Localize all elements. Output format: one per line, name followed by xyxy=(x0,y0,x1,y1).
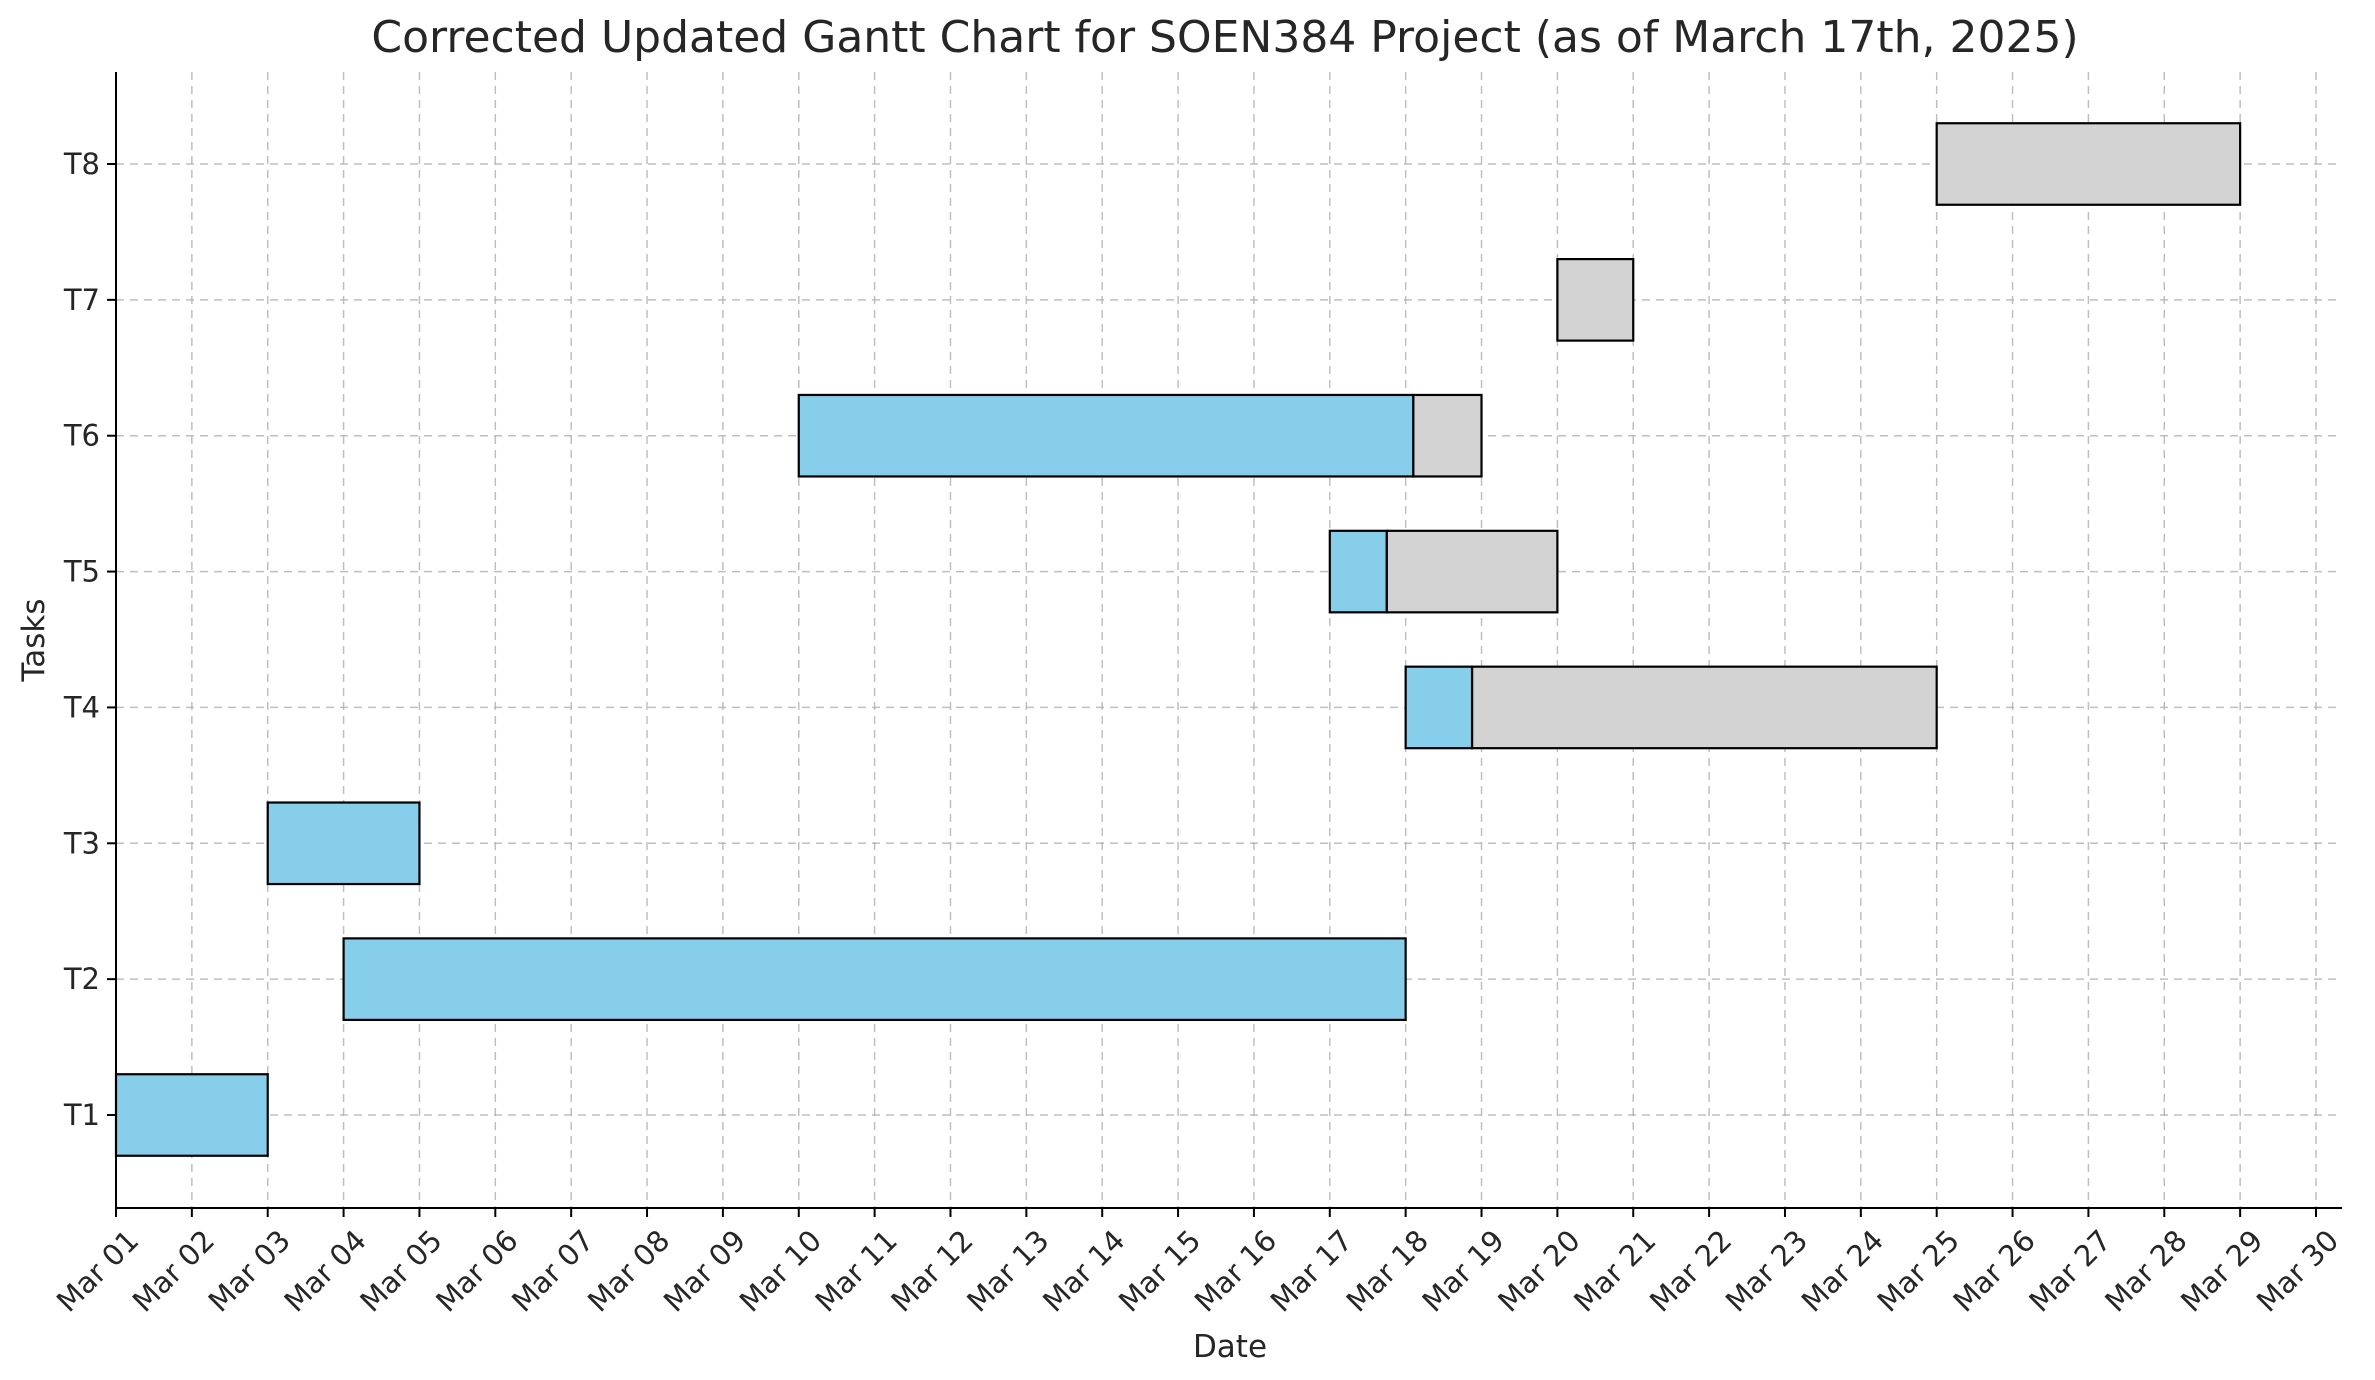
y-axis-label: Tasks xyxy=(16,598,52,682)
task-bar-remaining xyxy=(1385,529,1559,614)
task-bar-remaining xyxy=(1470,665,1938,750)
x-tick-label: Mar 29 xyxy=(2174,1223,2269,1318)
x-tick-label: Mar 15 xyxy=(1112,1223,1207,1318)
task-bar-remaining xyxy=(1556,258,1635,342)
x-tick-label: Mar 16 xyxy=(1188,1223,1283,1318)
x-tick-label: Mar 30 xyxy=(2250,1223,2345,1318)
x-tick-label: Mar 20 xyxy=(1491,1223,1586,1318)
x-tick-label: Mar 22 xyxy=(1643,1223,1738,1318)
x-axis-label: Date xyxy=(1193,1329,1267,1365)
x-tick-label: Mar 04 xyxy=(278,1223,373,1318)
x-tick-label: Mar 24 xyxy=(1795,1223,1890,1318)
y-tick-label: T5 xyxy=(63,555,100,589)
x-tick-label: Mar 03 xyxy=(202,1223,297,1318)
grid-lines xyxy=(115,72,2342,1208)
y-tick-label: T2 xyxy=(63,962,100,996)
x-tick-label: Mar 06 xyxy=(429,1223,524,1318)
x-tick-label: Mar 10 xyxy=(733,1223,828,1318)
task-bar-remaining xyxy=(1412,393,1483,478)
task-bar-completed xyxy=(266,801,421,886)
x-tick-label: Mar 17 xyxy=(1264,1223,1359,1318)
x-tick-label: Mar 25 xyxy=(1871,1223,1966,1318)
x-tick-label: Mar 21 xyxy=(1567,1223,1662,1318)
task-bar-completed xyxy=(1328,529,1388,614)
x-tick-label: Mar 12 xyxy=(884,1223,979,1318)
x-tick-label: Mar 19 xyxy=(1415,1223,1510,1318)
task-bar-completed xyxy=(797,393,1415,478)
task-bar-completed xyxy=(114,1073,269,1157)
x-tick-label: Mar 18 xyxy=(1340,1223,1435,1318)
y-tick-label: T4 xyxy=(63,690,100,724)
chart-title: Corrected Updated Gantt Chart for SOEN38… xyxy=(371,12,2078,63)
x-tick-label: Mar 26 xyxy=(1947,1223,2042,1318)
x-tick-label: Mar 05 xyxy=(353,1223,448,1318)
y-axis-ticks: T1 T2 T3 T4 T5 T6 T7 T8 xyxy=(63,147,116,1132)
x-tick-label: Mar 09 xyxy=(657,1223,752,1318)
x-tick-label: Mar 01 xyxy=(50,1223,145,1318)
task-bars xyxy=(114,122,2242,1157)
x-tick-label: Mar 27 xyxy=(2022,1223,2117,1318)
y-tick-label: T7 xyxy=(63,283,100,317)
x-tick-label: Mar 07 xyxy=(505,1223,600,1318)
x-tick-label: Mar 11 xyxy=(809,1223,904,1318)
x-tick-label: Mar 13 xyxy=(960,1223,1055,1318)
x-tick-label: Mar 14 xyxy=(1036,1223,1131,1318)
axes xyxy=(115,72,2342,1209)
y-tick-label: T3 xyxy=(63,826,100,860)
x-tick-label: Mar 28 xyxy=(2098,1223,2193,1318)
y-tick-label: T1 xyxy=(63,1098,100,1132)
x-tick-label: Mar 02 xyxy=(126,1223,221,1318)
x-tick-label: Mar 23 xyxy=(1719,1223,1814,1318)
y-tick-label: T6 xyxy=(63,419,100,453)
y-tick-label: T8 xyxy=(63,147,100,181)
task-bar-completed xyxy=(342,937,1407,1022)
x-tick-label: Mar 08 xyxy=(581,1223,676,1318)
task-bar-remaining xyxy=(1935,122,2242,206)
task-bar-completed xyxy=(1404,665,1474,750)
